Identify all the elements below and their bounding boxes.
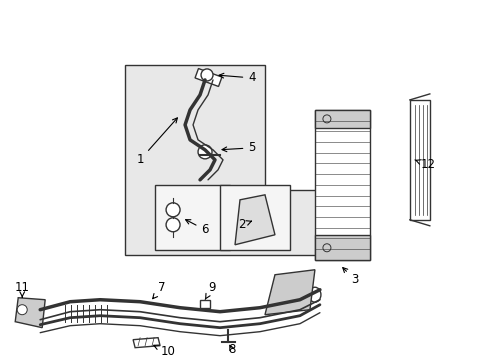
Text: 12: 12 <box>414 158 434 171</box>
Polygon shape <box>235 195 274 245</box>
Text: 4: 4 <box>219 71 255 85</box>
Circle shape <box>166 203 180 217</box>
Circle shape <box>17 305 27 315</box>
Text: 2: 2 <box>238 218 251 231</box>
Circle shape <box>201 69 213 81</box>
Text: 11: 11 <box>15 281 30 297</box>
Bar <box>195 68 222 86</box>
Bar <box>314 110 369 260</box>
Ellipse shape <box>308 287 320 302</box>
Text: 1: 1 <box>136 118 177 166</box>
Circle shape <box>198 145 212 159</box>
Polygon shape <box>200 300 210 308</box>
Text: 7: 7 <box>152 281 165 299</box>
Polygon shape <box>133 338 160 348</box>
Polygon shape <box>15 298 45 328</box>
Text: 10: 10 <box>153 345 175 358</box>
Bar <box>220 185 289 250</box>
Text: 5: 5 <box>222 141 255 154</box>
Circle shape <box>166 218 180 232</box>
Bar <box>314 235 369 260</box>
Bar <box>314 110 369 128</box>
Polygon shape <box>264 270 314 315</box>
Text: 3: 3 <box>342 267 358 286</box>
Polygon shape <box>125 65 364 255</box>
Text: 9: 9 <box>205 281 215 300</box>
Bar <box>409 100 429 220</box>
Text: 8: 8 <box>228 343 235 356</box>
Bar <box>155 185 229 250</box>
Text: 6: 6 <box>185 220 208 236</box>
